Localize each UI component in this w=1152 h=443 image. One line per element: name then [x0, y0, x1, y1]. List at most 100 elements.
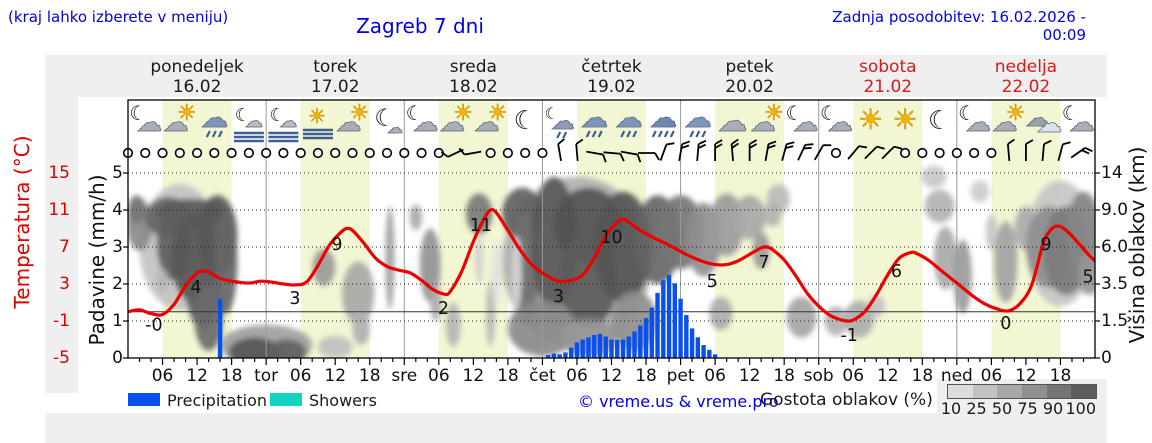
wind-calm-icon: [830, 147, 842, 159]
day-date: 21.02: [863, 77, 913, 97]
day-header-četrtek: četrtek 19.02: [542, 57, 680, 97]
wind-barb-icon: [864, 145, 885, 160]
x-axis-label: 06: [842, 366, 864, 386]
x-axis-label: 06: [566, 366, 588, 386]
moon-cloud-icon: ☾☁: [958, 101, 991, 138]
temperature-value-labels: -0 4 3 9 2 11 3 10 5 7 -1 6 0 9 5: [145, 216, 1093, 346]
svg-text:☾: ☾: [785, 101, 803, 125]
tick-label: 4: [112, 200, 123, 220]
showers-legend-label: Showers: [309, 391, 377, 410]
wind-barb-icon: [458, 147, 482, 156]
wind-barb-icon: [659, 142, 675, 161]
wind-barb-icon: [586, 150, 607, 163]
svg-text:☁: ☁: [136, 108, 162, 138]
day-name: petek: [725, 57, 774, 77]
tick-label: 1.5: [1101, 311, 1129, 331]
precipitation-legend-label: Precipitation: [167, 391, 268, 410]
x-axis-label: pet: [667, 366, 695, 386]
rain-icon: ☁: [200, 101, 229, 138]
tick-label: 0: [1101, 348, 1112, 368]
wind-barb-icon: [714, 139, 723, 161]
svg-text:☁: ☁: [580, 101, 608, 134]
svg-text:☀: ☀: [177, 101, 197, 126]
temperature-value-label: 3: [553, 287, 564, 307]
x-axis-label: 12: [186, 366, 208, 386]
temperature-value-label: -1: [840, 326, 857, 346]
tick-label: 0: [112, 348, 123, 368]
tick-label: 11: [48, 200, 70, 220]
moon-cloud-icon: ☾☁: [785, 101, 818, 138]
svg-text:☾: ☾: [514, 106, 537, 136]
day-date: 17.02: [310, 77, 360, 97]
temp-axis-band: [45, 97, 78, 393]
copyright-link[interactable]: © vreme.us & vreme.pro: [578, 392, 779, 411]
x-axis-label: 18: [635, 366, 657, 386]
x-axis-label: 18: [1050, 366, 1072, 386]
wind-calm-icon: [312, 147, 324, 159]
tick-label: 3: [59, 274, 70, 294]
wind-calm-icon: [140, 147, 151, 159]
svg-text:☀: ☀: [488, 101, 508, 126]
showers-swatch: [270, 393, 302, 406]
menu-hint: (kraj lahko izberete v meniju): [8, 8, 229, 26]
wind-calm-icon: [364, 147, 375, 159]
tick-label: 6.0: [1101, 237, 1129, 257]
x-axis-label: 06: [152, 366, 174, 386]
temperature-value-label: 9: [1041, 235, 1052, 255]
day-name: sobota: [859, 57, 917, 77]
moon-cloud-icon: ☾☁: [406, 101, 439, 138]
svg-text:☁: ☁: [335, 108, 361, 138]
wind-barb-icon: [1025, 139, 1034, 161]
cloud-density-tick: 90: [1042, 399, 1064, 418]
svg-text:☀: ☀: [858, 103, 883, 136]
x-axis-label: 06: [981, 366, 1003, 386]
weather-icons-row: ☾☁ ☀☁ ☁ ☾☁ ☾☁ ☀ ☀☁ ☾☁☾☁ ☀☁ ☀☁ ☾ ☾☁ ☁ ☁ ☁ ☁ ☁ ☀☁ ☾☁ ☾☁ ☀ ☀ ☾ ☾☁ ☀…: [129, 101, 1095, 143]
day-date: 18.02: [449, 77, 498, 97]
wind-calm-icon: [226, 147, 237, 159]
day-header-band: [45, 55, 1107, 97]
day-date: 19.02: [587, 77, 636, 97]
rain-icon: ☁: [580, 101, 609, 138]
temperature-value-label: 5: [707, 272, 718, 292]
bottom-band: [45, 413, 1107, 443]
day-name: ponedeljek: [150, 57, 244, 77]
wind-barb-icon: [1070, 147, 1093, 159]
x-axis-label: 12: [877, 366, 899, 386]
precipitation-swatch: [128, 393, 160, 406]
svg-text:☁: ☁: [387, 118, 403, 137]
sun-cloud-icon: ☀☁: [750, 101, 785, 139]
svg-text:☁: ☁: [474, 108, 500, 138]
x-axis-label: 06: [704, 366, 726, 386]
wind-barb-icon: [1006, 138, 1016, 162]
day-name: nedelja: [994, 57, 1058, 77]
cloud-density-tick: 10: [940, 399, 962, 418]
wind-barb-icon: [1057, 141, 1071, 161]
day-header-nedelja: nedelja 22.02: [957, 57, 1095, 97]
svg-text:☁: ☁: [1036, 109, 1062, 139]
wind-barb-icon: [678, 140, 691, 162]
temperature-value-label: 6: [891, 262, 902, 282]
cloud-density-legend-label: Gostota oblakov (%): [760, 390, 933, 410]
axis-ticks: [123, 172, 1100, 365]
wind-calm-icon: [209, 147, 220, 159]
last-update: Zadnja posodobitev: 16.02.2026 - 00:09: [832, 8, 1086, 44]
rain-icon: ☁: [614, 101, 643, 138]
wind-calm-icon: [261, 147, 272, 159]
svg-text:☾: ☾: [269, 105, 285, 126]
clouds-icon: ☁☁: [1025, 104, 1063, 140]
wind-calm-icon: [969, 147, 980, 159]
sun-cloud-icon: ☀☁: [162, 101, 197, 139]
moon-icon: ☾: [928, 106, 951, 136]
svg-text:☾: ☾: [1062, 101, 1080, 125]
tick-label: -5: [53, 348, 70, 368]
wind-calm-icon: [295, 147, 306, 159]
wind-barb-icon: [696, 139, 707, 162]
x-axis-label: 12: [324, 366, 346, 386]
temperature-value-label: 5: [1083, 268, 1094, 288]
svg-text:☾: ☾: [406, 101, 424, 125]
svg-text:☁: ☁: [792, 108, 818, 138]
sun-cloud-icon: ☀☁: [335, 101, 370, 139]
wind-barb-icon: [575, 138, 584, 162]
sun-fog-icon: ☀: [302, 104, 333, 140]
temperature-value-label: 9: [331, 235, 342, 255]
